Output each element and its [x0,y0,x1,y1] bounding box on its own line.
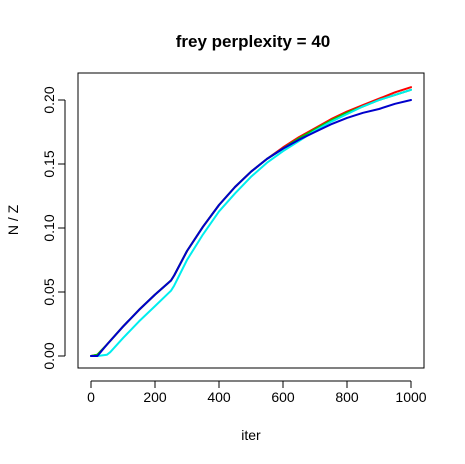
chart-title: frey perplexity = 40 [176,32,331,51]
y-axis: 0.00 0.05 0.10 0.15 0.20 [41,86,66,370]
x-axis-label: iter [241,427,261,443]
x-tick-label-3: 600 [271,389,295,405]
x-tick-label-0: 0 [87,389,95,405]
y-tick-label-0: 0.00 [41,342,57,369]
series-line-4 [90,99,412,357]
x-axis: 0 200 400 600 800 1000 [87,380,427,405]
y-tick-label-2: 0.10 [41,214,57,241]
y-axis-label: N / Z [5,204,21,235]
series-line-2 [90,88,412,357]
series-line-3 [90,88,412,357]
x-tick-label-5: 1000 [395,389,426,405]
series-line-1 [90,86,412,357]
x-tick-label-2: 400 [207,389,231,405]
x-tick-label-4: 800 [335,389,359,405]
series-layer [90,86,412,357]
x-tick-label-1: 200 [143,389,167,405]
y-tick-label-4: 0.20 [41,86,57,113]
y-tick-label-1: 0.05 [41,278,57,305]
y-tick-label-3: 0.15 [41,150,57,177]
plot-frame [77,72,425,369]
